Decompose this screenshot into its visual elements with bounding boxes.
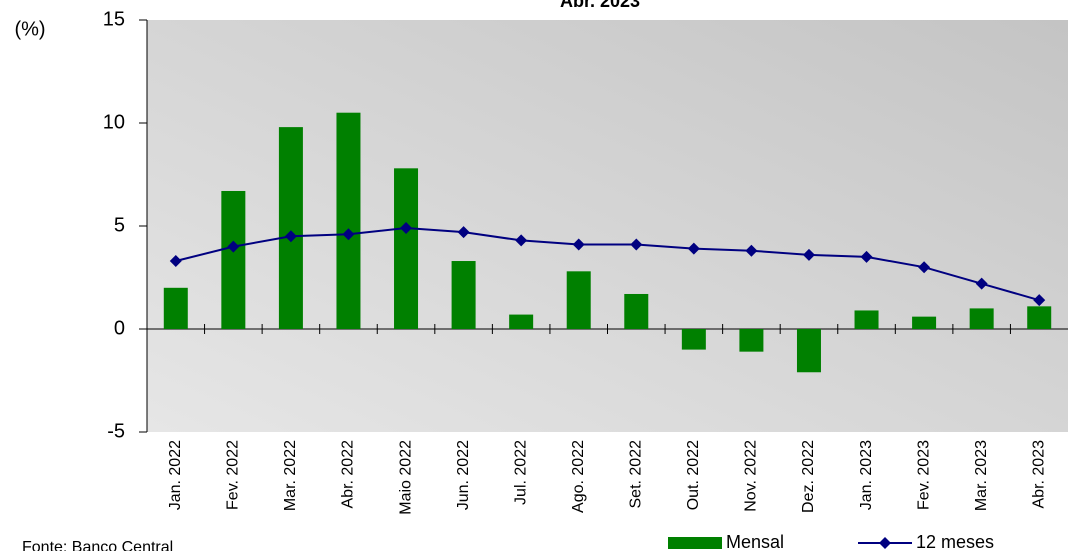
legend-label: Mensal bbox=[726, 532, 784, 551]
x-tick-label: Mar. 2022 bbox=[282, 440, 299, 511]
marker bbox=[284, 230, 297, 243]
bar bbox=[451, 261, 476, 329]
y-tick-label: 5 bbox=[114, 214, 125, 236]
x-tick-label: Jun. 2022 bbox=[455, 440, 472, 510]
chart-title: Abr. 2023 bbox=[560, 0, 640, 11]
x-tick-label: Jan. 2022 bbox=[167, 440, 184, 510]
line bbox=[175, 227, 1040, 302]
marker bbox=[860, 250, 873, 263]
bar bbox=[912, 316, 937, 329]
marker bbox=[802, 248, 815, 261]
bar bbox=[624, 293, 649, 329]
legend-label: 12 meses bbox=[916, 532, 994, 551]
y-tick-label: 0 bbox=[114, 317, 125, 339]
legend-marker bbox=[879, 537, 891, 549]
bar bbox=[681, 329, 706, 350]
marker bbox=[745, 244, 758, 257]
x-tick-label: Set. 2022 bbox=[628, 440, 645, 509]
bar bbox=[566, 271, 591, 329]
marker bbox=[515, 234, 528, 247]
legend-swatch bbox=[668, 537, 722, 549]
bar bbox=[336, 112, 361, 329]
y-tick-label: 15 bbox=[103, 8, 125, 30]
source: Fonte: Banco Central bbox=[22, 539, 173, 551]
x-tick-label: Nov. 2022 bbox=[743, 440, 760, 512]
marker bbox=[400, 222, 413, 235]
x-tick-label: Ago. 2022 bbox=[570, 440, 587, 513]
marker bbox=[572, 238, 585, 251]
marker bbox=[630, 238, 643, 251]
x-tick-label: Abr. 2023 bbox=[1030, 440, 1047, 509]
x-tick-label: Out. 2022 bbox=[685, 440, 702, 510]
bar bbox=[739, 329, 764, 352]
y-tick-label: 10 bbox=[103, 111, 125, 133]
x-tick-label: Dez. 2022 bbox=[800, 440, 817, 513]
bar bbox=[278, 127, 303, 330]
bar bbox=[796, 329, 821, 373]
marker bbox=[975, 277, 988, 290]
bar bbox=[509, 314, 534, 329]
bar bbox=[854, 310, 879, 329]
x-tick-label: Maio 2022 bbox=[397, 440, 414, 515]
marker bbox=[457, 226, 470, 239]
marker bbox=[227, 240, 240, 253]
y-tick-label: -5 bbox=[107, 420, 125, 442]
marker bbox=[342, 228, 355, 241]
marker bbox=[169, 255, 182, 268]
marker bbox=[1033, 294, 1046, 307]
x-tick-label: Fev. 2023 bbox=[915, 440, 932, 510]
y-axis-label: (%) bbox=[14, 18, 45, 40]
x-tick-label: Jul. 2022 bbox=[512, 440, 529, 505]
bar bbox=[163, 287, 188, 329]
x-tick-label: Jan. 2023 bbox=[858, 440, 875, 510]
bar bbox=[394, 168, 419, 329]
bar bbox=[221, 190, 246, 329]
x-tick-label: Abr. 2022 bbox=[340, 440, 357, 509]
marker bbox=[687, 242, 700, 255]
bar bbox=[1027, 306, 1052, 329]
x-tick-label: Fev. 2022 bbox=[225, 440, 242, 510]
x-tick-label: Mar. 2023 bbox=[973, 440, 990, 511]
bar bbox=[969, 308, 994, 329]
marker bbox=[918, 261, 931, 274]
